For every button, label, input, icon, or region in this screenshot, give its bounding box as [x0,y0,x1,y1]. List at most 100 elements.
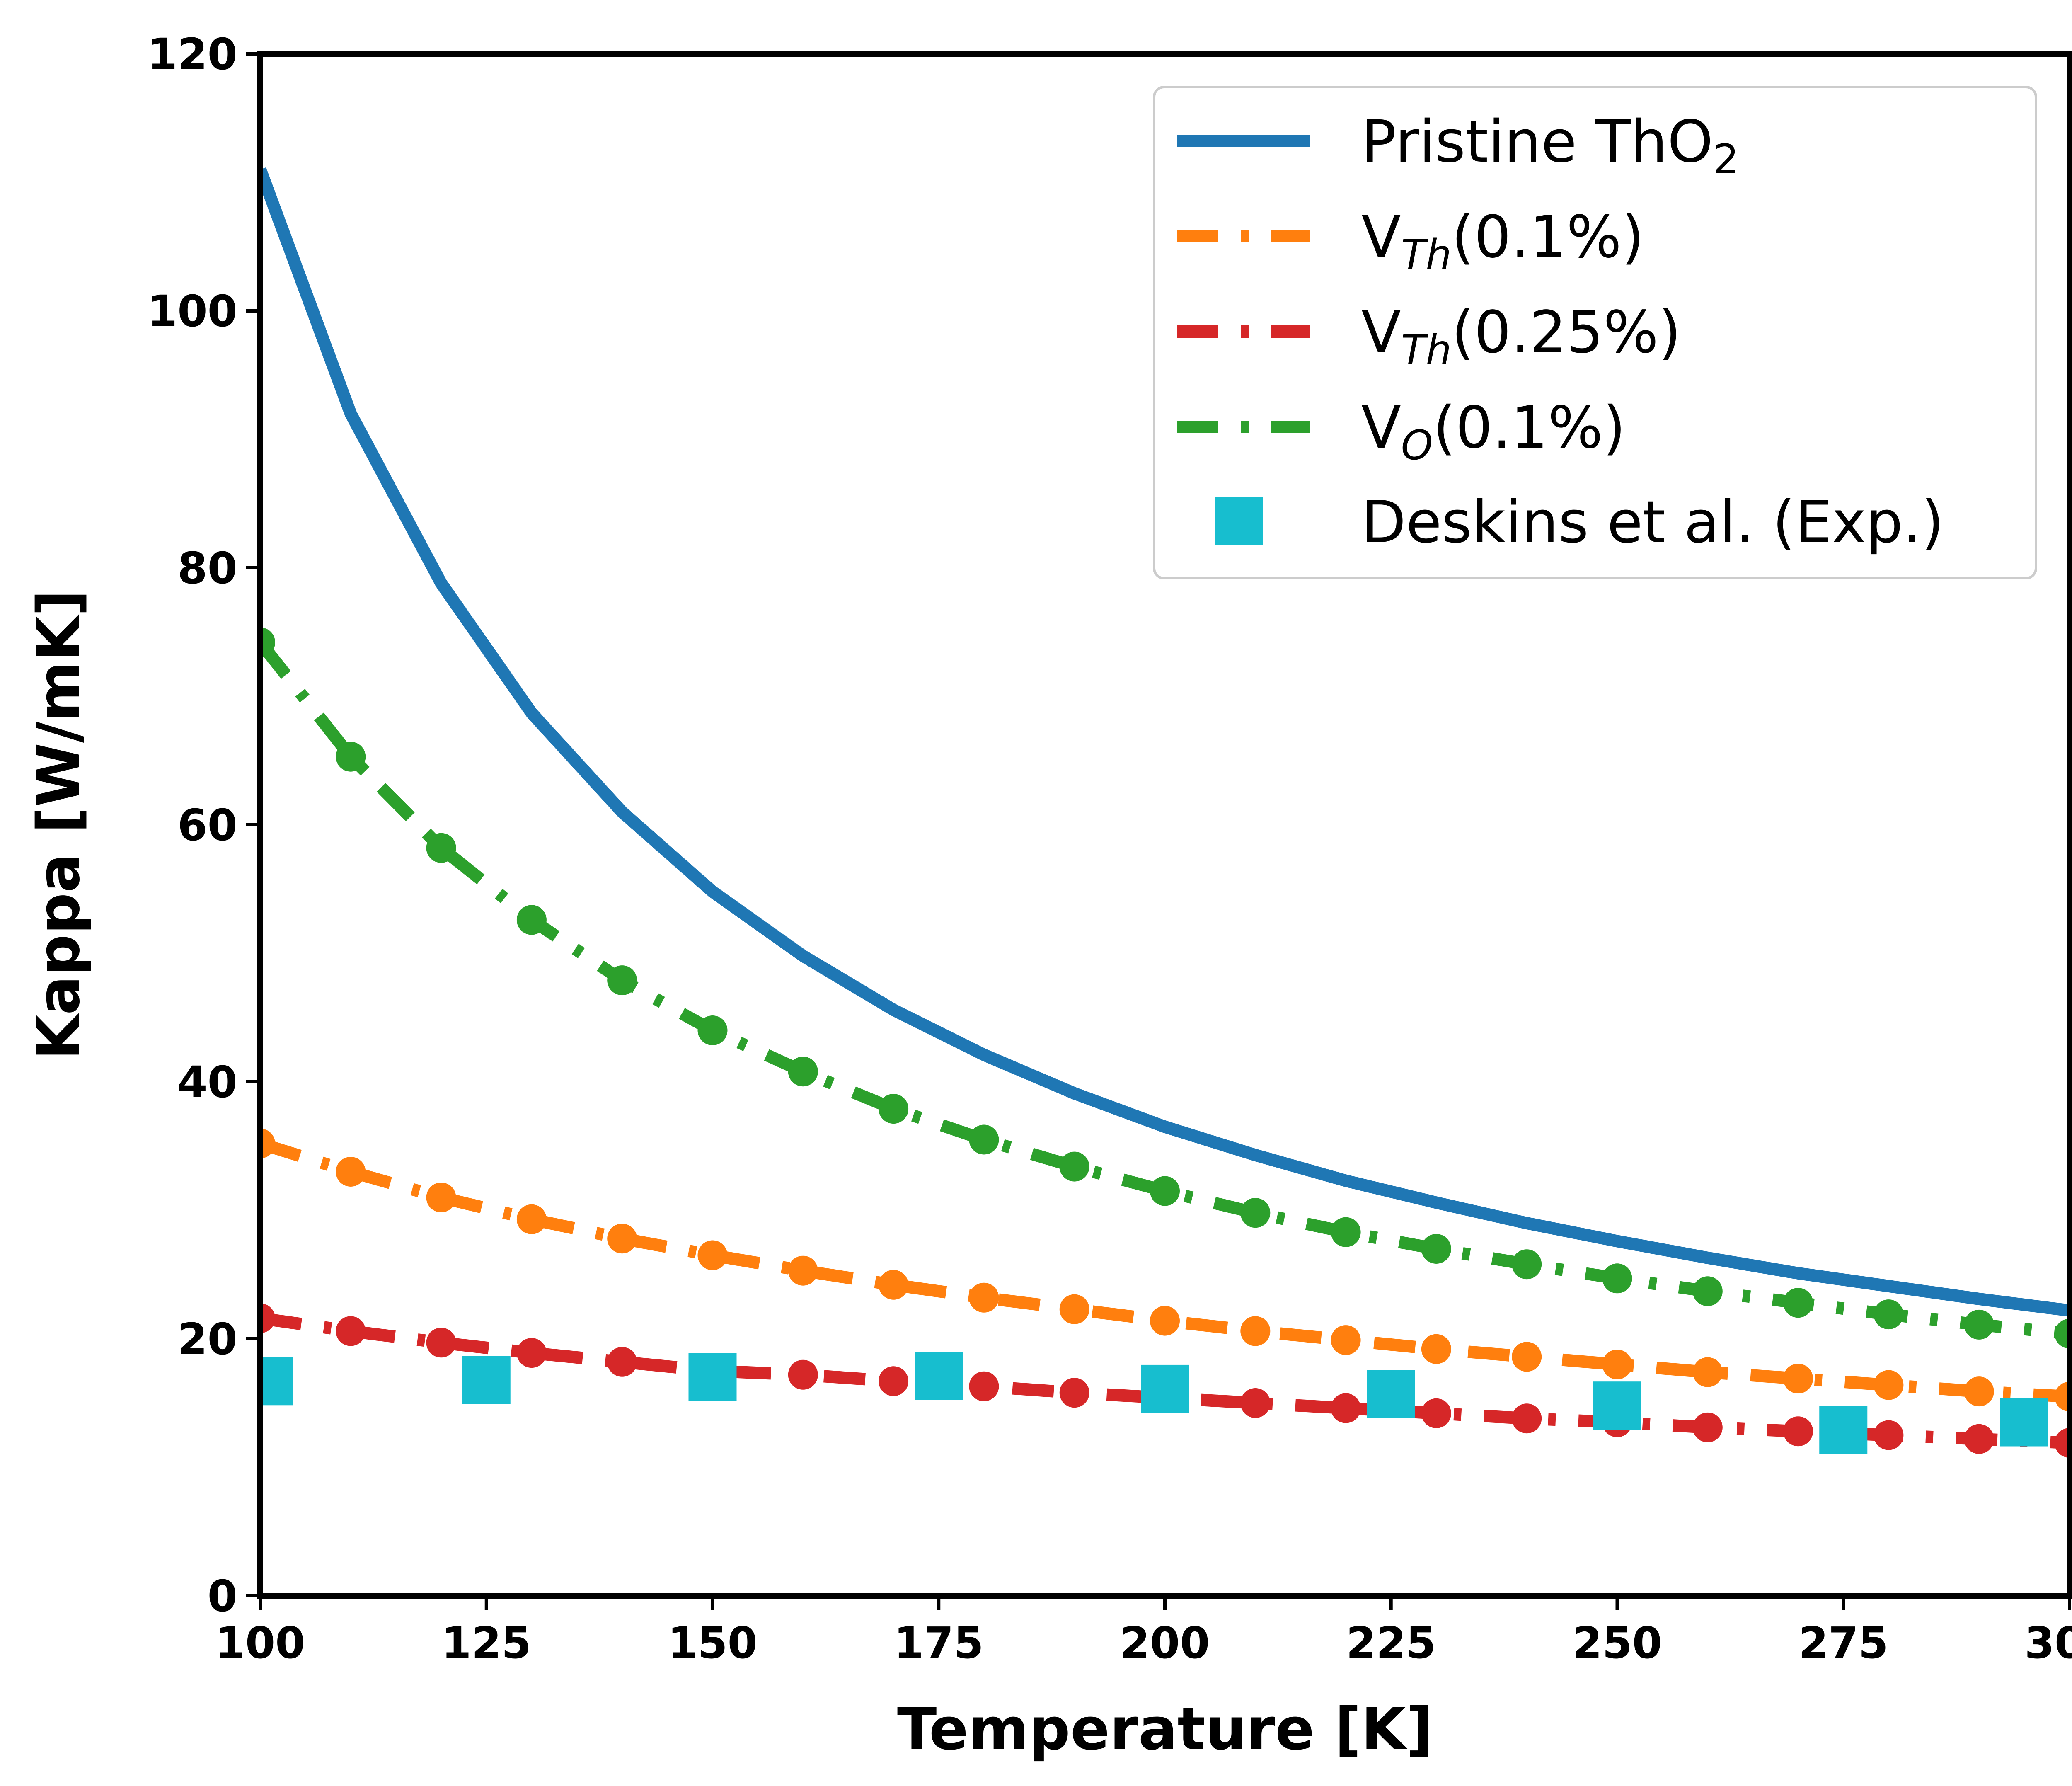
series-point [426,833,456,863]
series-point [1602,1350,1632,1379]
series-line [260,167,2070,1317]
y-tick-label: 0 [208,1571,237,1621]
series-point [1240,1198,1271,1228]
x-tick-label: 250 [1572,1618,1662,1668]
series-4 [260,1352,2048,1454]
series-point [788,1255,818,1286]
legend-label-text: V [1361,299,1401,366]
legend-label-text: Pristine ThO [1361,108,1713,176]
x-axis-label: Temperature [K] [897,1696,1433,1763]
y-tick-label: 40 [177,1057,237,1107]
series-point [260,627,275,657]
series-point [1964,1376,1994,1407]
y-tick-label: 80 [177,543,237,594]
series-point [516,905,547,935]
series-point [1331,1325,1361,1355]
series-point [1692,1276,1723,1306]
series-point [1512,1403,1542,1434]
series-point [260,1128,275,1158]
series-point [1150,1306,1180,1336]
series-point [1150,1176,1180,1206]
series-point [697,1015,728,1045]
experiment-point [688,1353,737,1401]
legend-label: VTh(0.1%) [1361,204,1644,279]
series-3 [260,627,2070,1349]
series-point [336,1157,366,1187]
legend-label-suffix: (0.1%) [1433,394,1626,462]
series-point [697,1240,728,1270]
legend-label-subscript: Th [1401,231,1452,279]
series-point [1874,1420,1904,1450]
series-point [1331,1217,1361,1247]
legend-label: VO(0.1%) [1361,394,1626,469]
series-point [1874,1299,1904,1330]
series-line [260,1312,2070,1449]
series-point [336,742,366,772]
legend-label-subscript: O [1401,422,1433,469]
series-point [1421,1398,1451,1428]
legend: Pristine ThO2VTh(0.1%)VTh(0.25%)VO(0.1%)… [1153,86,2037,579]
series-point [1240,1316,1271,1346]
series-point [1059,1151,1089,1182]
x-tick-label: 300 [2024,1618,2072,1668]
series-point [1421,1234,1451,1264]
series-point [879,1366,909,1396]
series-point [260,1303,275,1333]
legend-box [1153,86,2037,579]
legend-label-suffix: (0.1%) [1452,204,1644,271]
x-tick-label: 150 [668,1618,758,1668]
experiment-point [462,1356,511,1404]
experiment-point [260,1357,293,1406]
series-point [1059,1378,1089,1408]
x-tick-label: 200 [1120,1618,1210,1668]
series-point [607,965,637,996]
series-1 [260,1128,2070,1412]
series-point [2055,1318,2070,1349]
legend-label-subscript: Th [1401,327,1452,374]
series-point [969,1124,999,1155]
y-axis-label: Kappa [W/mK] [25,590,93,1060]
series-point [1331,1393,1361,1423]
series-point [1240,1388,1271,1418]
series-point [969,1282,999,1313]
series-point [607,1224,637,1254]
series-point [1602,1263,1632,1294]
series-point [1783,1288,1813,1318]
y-tick-label: 60 [177,800,237,851]
legend-label-text: Deskins et al. (Exp.) [1361,489,1944,556]
series-point [516,1338,547,1368]
experiment-point [2000,1398,2048,1447]
series-point [1692,1357,1723,1387]
x-tick-label: 225 [1346,1618,1436,1668]
series-0 [260,167,2070,1317]
experiment-point [1593,1381,1641,1430]
series-point [1964,1424,1994,1454]
series-point [879,1270,909,1300]
series-point [426,1183,456,1212]
legend-label-text: V [1361,204,1401,271]
legend-label-suffix: (0.25%) [1452,299,1681,366]
legend-label-subscript: 2 [1713,136,1739,183]
series-point [1512,1249,1542,1280]
x-tick-label: 175 [894,1618,984,1668]
series-point [1964,1309,1994,1340]
series-point [1783,1416,1813,1447]
legend-label-text: V [1361,394,1401,462]
x-tick-label: 125 [441,1618,531,1668]
x-tick-label: 100 [215,1618,305,1668]
series-point [788,1359,818,1390]
series-point [2055,1428,2070,1458]
series-point [426,1328,456,1358]
experiment-point [1819,1406,1868,1454]
series-point [788,1057,818,1087]
series-point [969,1371,999,1401]
x-tick-label: 275 [1798,1618,1888,1668]
experiment-point [1141,1364,1189,1413]
series-point [1692,1412,1723,1442]
experiment-point [915,1352,963,1400]
series-point [1874,1370,1904,1400]
series-point [336,1316,366,1346]
legend-label: VTh(0.25%) [1361,299,1681,374]
series-point [1059,1294,1089,1324]
